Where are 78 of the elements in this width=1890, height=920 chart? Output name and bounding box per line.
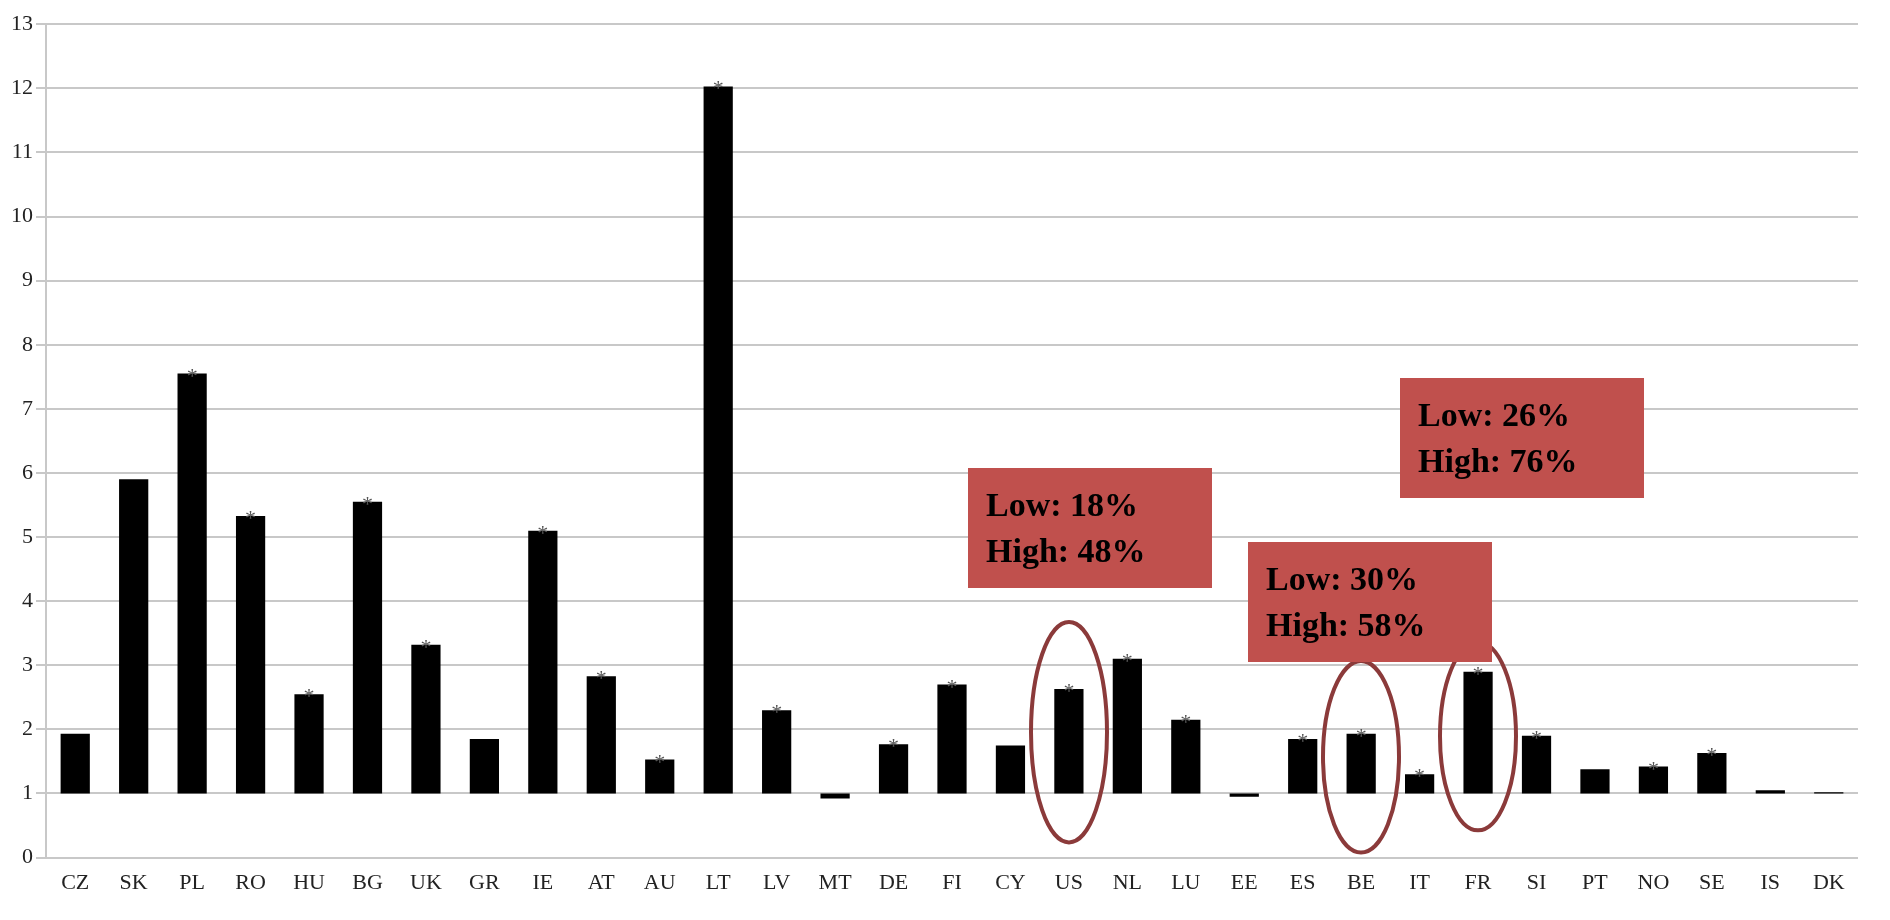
bar (119, 479, 149, 794)
x-tick-label: IT (1409, 868, 1431, 894)
annotation: Low: 18% High: 48% (968, 468, 1212, 588)
data-label: * (245, 504, 257, 530)
data-label: * (1706, 742, 1718, 768)
data-label: * (946, 673, 958, 699)
y-tick-label: 13 (11, 9, 33, 35)
x-tick-label: CZ (61, 868, 90, 894)
x-tick-label: US (1054, 868, 1083, 894)
x-tick-label: UK (410, 868, 442, 894)
bar (1755, 790, 1785, 794)
x-tick-label: NL (1112, 868, 1143, 894)
data-label: * (1647, 755, 1659, 781)
y-tick-label: 2 (22, 715, 33, 741)
data-label: * (361, 490, 373, 516)
x-tick-label: SK (119, 868, 148, 894)
x-tick-label: NO (1637, 868, 1670, 894)
bar (995, 745, 1026, 794)
data-label: * (1063, 678, 1075, 703)
bar (1229, 793, 1259, 797)
x-tick-label: BE (1347, 868, 1376, 894)
data-label: * (1121, 647, 1133, 673)
data-label: * (1355, 722, 1367, 748)
bar (60, 733, 90, 794)
x-tick-label: IS (1760, 868, 1781, 894)
x-tick-label: LT (705, 868, 732, 894)
bar (469, 739, 499, 794)
data-label: * (420, 633, 432, 659)
bar (820, 793, 850, 799)
x-tick-label: DE (878, 868, 909, 894)
x-tick-label: DK (1812, 868, 1845, 894)
x-tick-label: CY (995, 868, 1026, 894)
data-label: * (771, 699, 783, 725)
x-tick-label: SE (1699, 868, 1725, 894)
x-tick-label: HU (293, 868, 326, 894)
y-tick-label: 1 (22, 779, 33, 805)
data-label: * (1531, 724, 1543, 750)
y-tick-label: 9 (22, 266, 33, 292)
x-tick-label: GR (469, 868, 500, 894)
x-tick-label: FI (942, 868, 962, 894)
data-label: * (303, 683, 315, 709)
y-tick-label: 10 (11, 202, 33, 228)
data-label: * (1297, 728, 1309, 753)
data-label: * (186, 362, 198, 388)
x-tick-label: EE (1230, 868, 1258, 894)
x-tick-label: SI (1526, 868, 1547, 894)
data-label: * (654, 748, 666, 774)
data-label: * (595, 665, 607, 691)
x-tick-label: RO (235, 868, 266, 894)
data-label: * (1472, 660, 1484, 686)
x-tick-label: PT (1582, 868, 1609, 894)
x-tick-label: BG (352, 868, 383, 894)
x-tick-label: AU (643, 868, 676, 894)
data-label: * (1414, 763, 1426, 789)
annotation: Low: 26% High: 76% (1400, 378, 1644, 498)
y-tick-label: 4 (22, 586, 33, 612)
data-label: * (888, 733, 900, 759)
data-label: * (1180, 708, 1192, 734)
annotation: Low: 30% High: 58% (1248, 542, 1492, 662)
x-tick-label: LV (762, 868, 791, 894)
x-tick-label: ES (1289, 868, 1316, 894)
y-tick-label: 0 (22, 843, 33, 869)
data-label: * (537, 519, 549, 545)
y-tick-label: 6 (22, 458, 33, 484)
x-tick-label: IE (532, 868, 554, 894)
x-tick-label: LU (1171, 868, 1201, 894)
x-tick-label: PL (179, 868, 205, 894)
x-tick-label: AT (587, 868, 616, 894)
y-tick-label: 3 (22, 651, 33, 677)
data-label: * (712, 75, 724, 101)
bar (1580, 769, 1610, 794)
x-tick-label: FR (1464, 868, 1492, 894)
y-tick-label: 8 (22, 330, 33, 356)
y-tick-label: 11 (11, 138, 33, 164)
x-tick-label: MT (818, 868, 853, 894)
y-tick-label: 5 (22, 522, 33, 548)
y-tick-label: 12 (11, 74, 33, 100)
y-tick-label: 7 (22, 394, 33, 420)
